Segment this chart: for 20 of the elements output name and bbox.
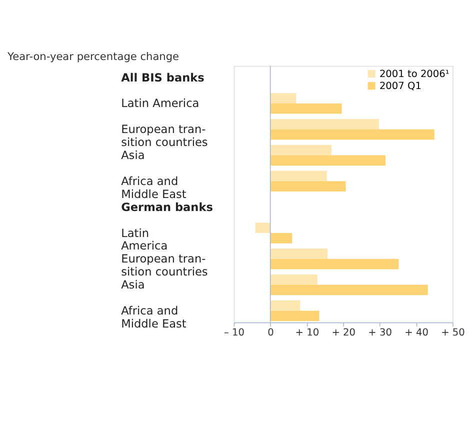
text: All BIS banks — [121, 71, 205, 84]
x-tick-label: + 30 — [368, 328, 392, 339]
y-tick-label: Latin America — [121, 226, 168, 253]
x-tick-label: + 10 — [295, 328, 320, 339]
y-tick-label: European tran- sition countries — [121, 252, 208, 278]
x-tick-label: + 50 — [441, 328, 465, 339]
y-tick-label: Africa and Middle East — [121, 174, 187, 201]
y-tick-label: Latin America — [121, 97, 200, 110]
y-tick-label: Asia — [121, 149, 145, 162]
y-tick-label: Asia — [121, 278, 145, 292]
x-tick-label: + 40 — [404, 328, 428, 339]
text: German banks — [121, 200, 214, 214]
legend-label: 2007 Q1 — [379, 80, 422, 92]
x-tick-label: + 20 — [332, 328, 356, 339]
x-tick-label: 0 — [268, 328, 274, 339]
legend-label: 2001 to 2006¹ — [379, 68, 450, 80]
text: Year-on-year percentage change — [6, 51, 180, 64]
y-tick-label: European tran- sition countries — [121, 123, 208, 149]
y-tick-label: Africa and Middle East — [121, 304, 187, 330]
x-tick-label: – 10 — [224, 328, 244, 339]
